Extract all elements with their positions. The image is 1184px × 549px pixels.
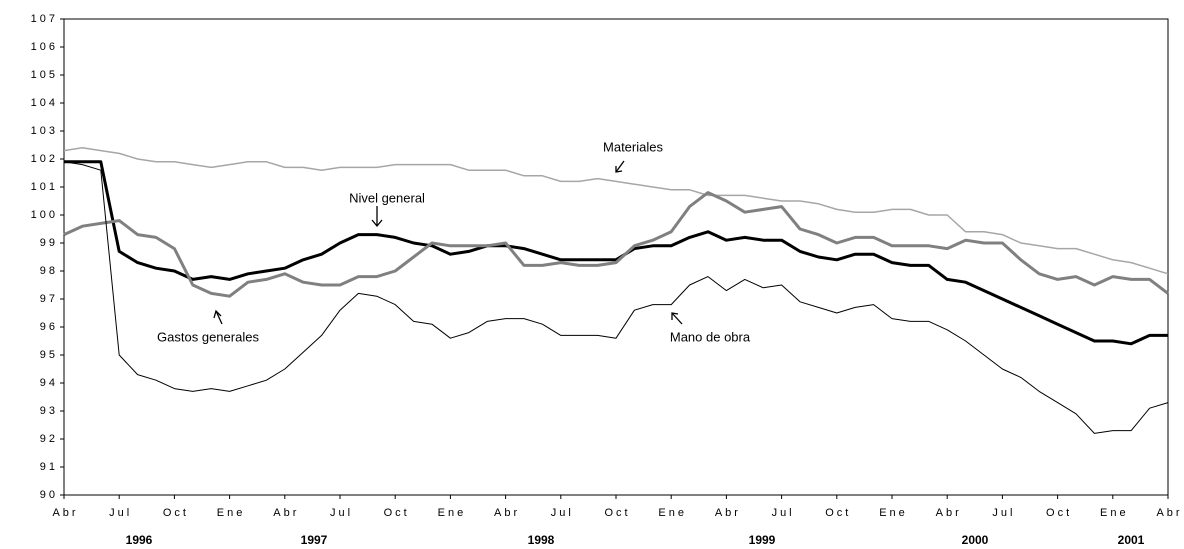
- series-label: Materiales: [603, 139, 663, 154]
- x-tick-label: Ene: [658, 507, 687, 519]
- y-tick-label: 97: [40, 293, 58, 305]
- y-tick-label: 105: [31, 69, 58, 81]
- series-line: [63, 147, 1169, 275]
- x-tick-label: Abr: [715, 507, 741, 519]
- y-tick-label: 103: [31, 125, 58, 137]
- arrow-head: [213, 309, 222, 319]
- y-tick-label: 92: [40, 433, 58, 445]
- y-tick-label: 102: [31, 153, 58, 165]
- y-tick-label: 101: [31, 181, 58, 193]
- x-tick-label: Ene: [1100, 507, 1129, 519]
- x-tick-label: Abr: [273, 507, 299, 519]
- series-label: Gastos generales: [157, 329, 259, 344]
- series-label: Nivel general: [349, 190, 425, 205]
- y-tick-label: 90: [40, 489, 58, 501]
- arrow: [215, 310, 223, 325]
- series-line: [64, 160, 1168, 346]
- arrow-head: [371, 219, 383, 228]
- x-tick-label: Jul: [992, 507, 1015, 519]
- series-line: [63, 161, 1169, 434]
- y-tick-label: 106: [31, 41, 58, 53]
- series-line: [63, 191, 1169, 298]
- annotation-arrows: [213, 160, 683, 325]
- x-tick-label: Oct: [163, 507, 189, 519]
- year-label: 2000: [962, 533, 989, 547]
- series-label: Mano de obra: [670, 329, 751, 344]
- x-tick-label: Ene: [879, 507, 908, 519]
- y-tick-label: 96: [40, 321, 58, 333]
- x-tick-label: Jul: [330, 507, 353, 519]
- y-tick-label: 100: [31, 209, 58, 221]
- x-tick-label: Abr: [494, 507, 520, 519]
- x-tick-label: Ene: [217, 507, 246, 519]
- x-tick-label: Abr: [52, 507, 78, 519]
- arrow-head: [671, 312, 679, 320]
- y-tick-label: 98: [40, 265, 58, 277]
- plot-frame: [63, 18, 1169, 496]
- y-tick-label: 91: [40, 461, 58, 473]
- x-tick-label: Jul: [109, 507, 132, 519]
- x-tick-label: Oct: [825, 507, 851, 519]
- y-tick-label: 99: [40, 237, 58, 249]
- x-tick-label: Abr: [936, 507, 962, 519]
- arrow-head: [615, 166, 623, 173]
- x-tick-label: Abr: [1156, 507, 1182, 519]
- y-tick-label: 93: [40, 405, 58, 417]
- year-label: 1996: [126, 533, 153, 547]
- arrow: [615, 160, 625, 173]
- year-label: 1997: [301, 533, 328, 547]
- x-tick-label: Oct: [384, 507, 410, 519]
- y-tick-label: 104: [31, 97, 58, 109]
- x-tick-label: Oct: [604, 507, 630, 519]
- y-tick-label: 95: [40, 349, 58, 361]
- year-label: 1999: [749, 533, 776, 547]
- x-tick-label: Jul: [772, 507, 795, 519]
- y-tick-label: 94: [40, 377, 58, 389]
- y-tick-label: 107: [31, 13, 58, 25]
- x-tick-label: Jul: [551, 507, 574, 519]
- year-label: 1998: [528, 533, 555, 547]
- x-tick-label: Oct: [1046, 507, 1072, 519]
- year-label: 2001: [1118, 533, 1145, 547]
- x-tick-label: Ene: [438, 507, 467, 519]
- arrow: [671, 312, 683, 325]
